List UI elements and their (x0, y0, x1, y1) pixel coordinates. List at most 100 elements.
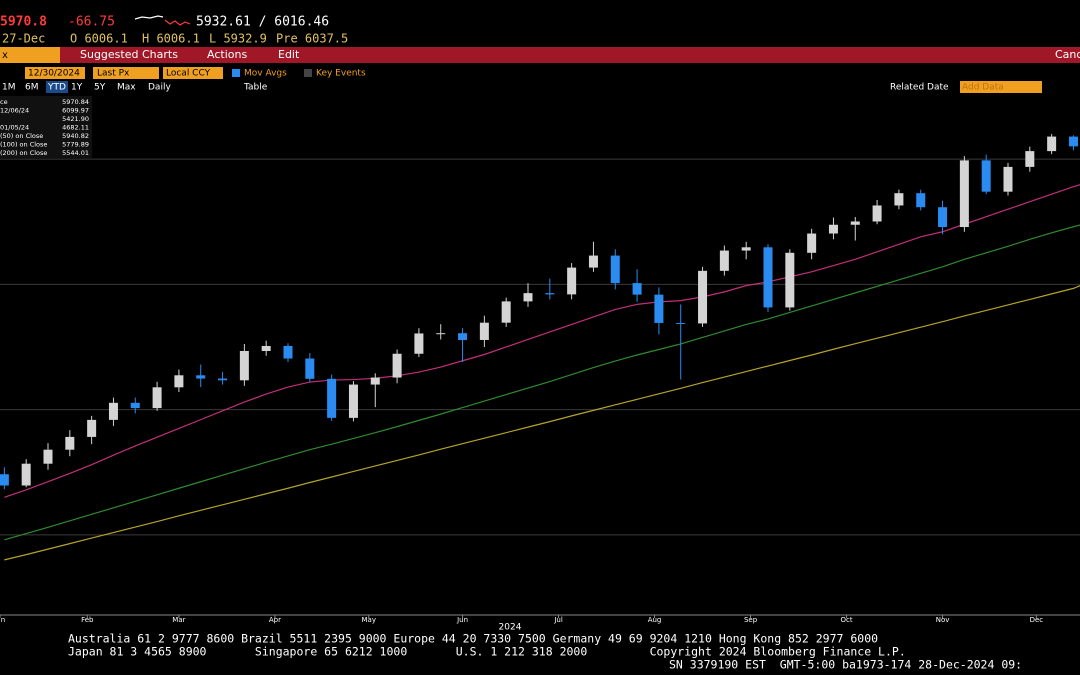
candle-body (501, 301, 511, 323)
candle-body (807, 233, 817, 253)
candle-body (894, 193, 904, 206)
x-tick-label: Nov (936, 616, 950, 624)
pre: Pre 6037.5 (276, 32, 348, 46)
legend-label: (100) on Close (0, 141, 47, 149)
candle-body (763, 247, 773, 308)
candle-body (414, 333, 424, 354)
candle-body (87, 419, 97, 437)
candle-body (174, 375, 184, 388)
candle-body (610, 255, 620, 284)
candle-body (239, 350, 249, 381)
candle-body (872, 205, 882, 222)
sparkline (134, 15, 164, 20)
candle-body (632, 283, 642, 295)
checkbox[interactable] (232, 69, 240, 77)
candle-body (959, 160, 969, 228)
input[interactable] (163, 67, 223, 79)
candle-body (1047, 136, 1057, 152)
day-range: 5932.61 / 6016.46 (196, 15, 329, 30)
candle-body (436, 333, 446, 335)
candle-body (458, 333, 468, 340)
menu-item[interactable]: x (2, 50, 8, 61)
table-button[interactable]: Table (243, 83, 268, 93)
ticker-box[interactable] (0, 47, 60, 63)
candle-body (261, 345, 271, 351)
candle-body (21, 463, 31, 486)
x-tick-label: Aug (648, 616, 662, 624)
period-button[interactable]: 1M (2, 83, 16, 93)
candle-body (327, 378, 337, 418)
mov-avgs[interactable]: Mov Avgs (244, 69, 287, 79)
candle-body (676, 322, 686, 324)
x-tick-label: Sep (744, 616, 758, 624)
x-tick-label: Feb (81, 616, 94, 624)
candle-body (479, 322, 489, 340)
x-tick-label: Jul (553, 616, 563, 624)
candle-body (698, 270, 708, 324)
legend-value: 4682.11 (62, 124, 89, 132)
candle-body (130, 402, 140, 409)
candle-body (981, 160, 991, 192)
change: -66.75 (68, 15, 115, 30)
legend-label: 01/05/24 (0, 124, 29, 132)
checkbox[interactable] (304, 69, 312, 77)
menu-item[interactable]: Edit (278, 48, 300, 61)
x-tick-label: Mar (172, 616, 185, 624)
period-button[interactable]: 6M (25, 83, 39, 93)
x-tick-label: Jun (456, 616, 468, 624)
period-button[interactable]: Daily (148, 83, 171, 93)
x-tick-label: May (361, 616, 375, 624)
related-date[interactable]: Related Date (890, 83, 949, 93)
legend-label: 12/06/24 (0, 107, 29, 115)
legend-box (0, 96, 92, 158)
period-button[interactable]: 5Y (94, 83, 106, 93)
candle-body (43, 449, 53, 464)
candle-body (370, 377, 380, 385)
candle-body (938, 207, 948, 228)
input[interactable] (25, 67, 85, 79)
candle-body (850, 221, 860, 225)
open: O 6006.1 (70, 32, 128, 46)
x-tick-label: Apr (269, 616, 281, 624)
input[interactable] (93, 67, 159, 79)
moving-average (4, 285, 1080, 561)
menu-item[interactable]: Actions (207, 48, 247, 61)
candle-body (916, 193, 926, 208)
date-input[interactable]: 12/30/2024 (28, 69, 80, 79)
candle-body (305, 358, 315, 379)
candle-body (65, 436, 75, 450)
key-events[interactable]: Key Events (316, 69, 366, 79)
add-data[interactable]: Add Data (962, 83, 1004, 93)
candle-body (719, 250, 729, 271)
footer-line: SN 3379190 EST GMT-5:00 ba1973-174 28-De… (669, 658, 1022, 672)
x-tick-label: Dec (1030, 616, 1044, 624)
year-label: 2024 (499, 623, 522, 633)
moving-average (4, 184, 1080, 498)
input[interactable] (960, 81, 1042, 93)
legend-label: ce (0, 98, 8, 106)
footer-line: Australia 61 2 9777 8600 Brazil 5511 239… (68, 632, 878, 646)
candle-body (218, 378, 228, 381)
sparkline (164, 19, 191, 26)
candle-body (1068, 136, 1078, 147)
period-selected[interactable] (46, 81, 68, 93)
currency-input[interactable]: Local CCY (166, 69, 211, 79)
date: 27-Dec (2, 32, 45, 46)
x-tick-label: Oct (840, 616, 852, 624)
period-button[interactable]: Max (117, 83, 136, 93)
candle-body (545, 293, 555, 295)
field-input[interactable]: Last Px (97, 69, 130, 79)
menu-item[interactable]: Suggested Charts (80, 48, 178, 61)
candle-body (196, 375, 206, 379)
period-button[interactable]: YTD (47, 83, 66, 93)
moving-average (4, 224, 1080, 541)
legend-value: 5940.82 (62, 132, 89, 140)
x-tick-label: n (1, 616, 5, 624)
candle-body (0, 474, 9, 486)
candle-body (828, 224, 838, 234)
period-button[interactable]: 1Y (71, 83, 83, 93)
menu-item[interactable]: Cand (1055, 48, 1080, 61)
candle-body (392, 353, 402, 378)
